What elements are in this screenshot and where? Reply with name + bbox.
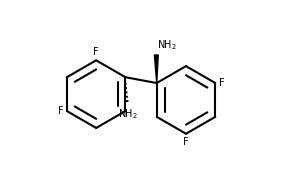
Text: NH$_2$: NH$_2$ xyxy=(157,38,177,52)
Polygon shape xyxy=(154,55,158,83)
Text: F: F xyxy=(183,137,189,147)
Text: F: F xyxy=(58,106,64,116)
Text: F: F xyxy=(219,78,224,88)
Text: NH$_2$: NH$_2$ xyxy=(119,107,138,121)
Text: F: F xyxy=(93,47,99,57)
